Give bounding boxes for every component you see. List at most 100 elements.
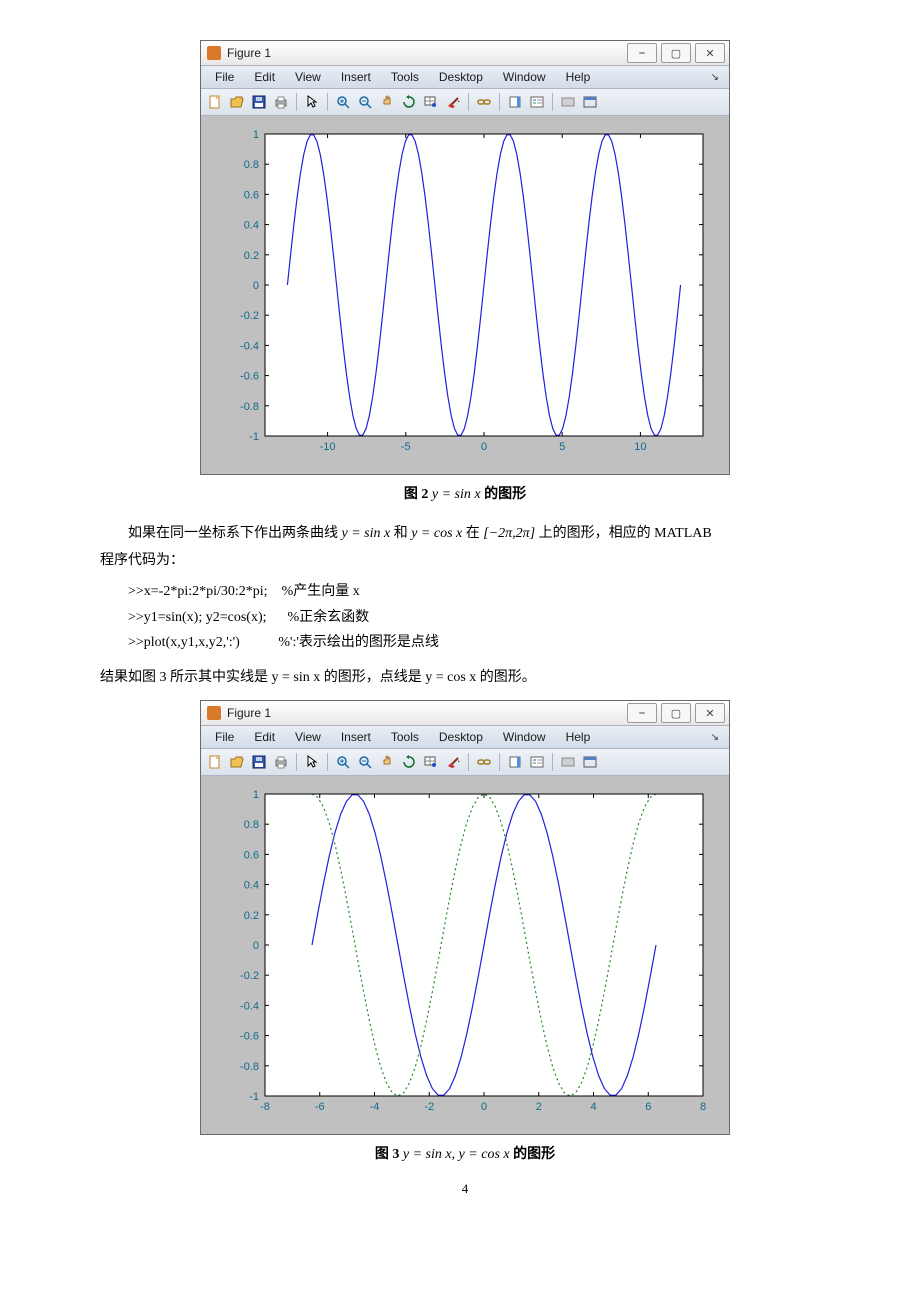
svg-text:0.4: 0.4	[244, 880, 259, 892]
print-icon[interactable]	[271, 92, 291, 112]
window-title: Figure 1	[227, 46, 271, 60]
svg-text:-5: -5	[401, 441, 411, 453]
svg-text:0.8: 0.8	[244, 819, 259, 831]
menu-tools[interactable]: Tools	[381, 70, 429, 84]
menu-desktop[interactable]: Desktop	[429, 70, 493, 84]
menu-help[interactable]: Help	[556, 70, 601, 84]
svg-text:-0.6: -0.6	[240, 1031, 259, 1043]
close-button[interactable]: ✕	[695, 703, 725, 723]
titlebar[interactable]: ◆ Figure 1 ⎯ ▢ ✕	[201, 41, 729, 66]
menu-file[interactable]: File	[205, 730, 244, 744]
svg-text:0.6: 0.6	[244, 189, 259, 201]
menu-view[interactable]: View	[285, 730, 331, 744]
svg-text:-1: -1	[249, 431, 259, 443]
legend-icon[interactable]	[527, 752, 547, 772]
rotate-icon[interactable]	[399, 752, 419, 772]
figure-3-container: ◆ Figure 1 ⎯ ▢ ✕ FileEditViewInsertTools…	[100, 700, 830, 1135]
paragraph-1b: 程序代码为：	[100, 548, 830, 573]
toolbar	[201, 89, 729, 116]
open-file-icon[interactable]	[227, 752, 247, 772]
zoom-in-icon[interactable]	[333, 92, 353, 112]
menubar: FileEditViewInsertToolsDesktopWindowHelp…	[201, 726, 729, 749]
svg-text:10: 10	[634, 441, 646, 453]
save-icon[interactable]	[249, 92, 269, 112]
code-line-3: >>plot(x,y1,x,y2,':') %':'表示绘出的图形是点线	[128, 630, 830, 655]
svg-text:-0.2: -0.2	[240, 310, 259, 322]
svg-text:0.8: 0.8	[244, 159, 259, 171]
link-icon[interactable]	[474, 92, 494, 112]
print-icon[interactable]	[271, 752, 291, 772]
menu-tools[interactable]: Tools	[381, 730, 429, 744]
caption-suffix: 的图形	[484, 487, 526, 502]
menu-window[interactable]: Window	[493, 730, 556, 744]
colorbar-icon[interactable]	[505, 92, 525, 112]
close-button[interactable]: ✕	[695, 43, 725, 63]
dock-icon[interactable]	[580, 752, 600, 772]
p1-t2: 和	[394, 526, 412, 541]
menu-overflow-icon[interactable]: ↘	[711, 732, 725, 743]
dock-icon[interactable]	[580, 92, 600, 112]
toolbar-separator	[327, 93, 328, 111]
titlebar[interactable]: ◆ Figure 1 ⎯ ▢ ✕	[201, 701, 729, 726]
svg-text:5: 5	[559, 441, 565, 453]
toolbar-separator	[499, 753, 500, 771]
svg-text:-0.4: -0.4	[240, 340, 259, 352]
toolbar-separator	[552, 753, 553, 771]
menu-edit[interactable]: Edit	[244, 730, 285, 744]
maximize-button[interactable]: ▢	[661, 703, 691, 723]
menu-help[interactable]: Help	[556, 730, 601, 744]
document-page: ◆ Figure 1 ⎯ ▢ ✕ FileEditViewInsertTools…	[0, 0, 920, 1237]
svg-text:0: 0	[481, 1101, 487, 1113]
svg-text:-4: -4	[370, 1101, 380, 1113]
p2-f1: y = sin x	[272, 670, 324, 685]
zoom-in-icon[interactable]	[333, 752, 353, 772]
new-file-icon[interactable]	[205, 92, 225, 112]
hide-tools-icon[interactable]	[558, 92, 578, 112]
menu-view[interactable]: View	[285, 70, 331, 84]
save-icon[interactable]	[249, 752, 269, 772]
menu-window[interactable]: Window	[493, 70, 556, 84]
svg-text:0.6: 0.6	[244, 850, 259, 862]
new-file-icon[interactable]	[205, 752, 225, 772]
pointer-icon[interactable]	[302, 752, 322, 772]
svg-text:-6: -6	[315, 1101, 325, 1113]
p2-f2: y = cos x	[425, 670, 480, 685]
brush-icon[interactable]	[443, 92, 463, 112]
menu-file[interactable]: File	[205, 70, 244, 84]
toolbar-separator	[296, 93, 297, 111]
p2-t2: 的图形，点线是	[324, 670, 426, 685]
zoom-out-icon[interactable]	[355, 92, 375, 112]
legend-icon[interactable]	[527, 92, 547, 112]
open-file-icon[interactable]	[227, 92, 247, 112]
pointer-icon[interactable]	[302, 92, 322, 112]
svg-text:-0.2: -0.2	[240, 970, 259, 982]
pan-icon[interactable]	[377, 92, 397, 112]
maximize-button[interactable]: ▢	[661, 43, 691, 63]
menu-insert[interactable]: Insert	[331, 730, 381, 744]
p1-f2: y = cos x	[411, 526, 466, 541]
toolbar-separator	[468, 93, 469, 111]
minimize-button[interactable]: ⎯	[627, 703, 657, 723]
svg-text:0: 0	[253, 940, 259, 952]
p1-t1: 如果在同一坐标系下作出两条曲线	[128, 526, 342, 541]
toolbar-separator	[552, 93, 553, 111]
rotate-icon[interactable]	[399, 92, 419, 112]
svg-text:-10: -10	[320, 441, 336, 453]
link-icon[interactable]	[474, 752, 494, 772]
caption-formula: y = sin x, y = cos x	[403, 1147, 513, 1162]
datacursor-icon[interactable]	[421, 752, 441, 772]
menu-insert[interactable]: Insert	[331, 70, 381, 84]
brush-icon[interactable]	[443, 752, 463, 772]
colorbar-icon[interactable]	[505, 752, 525, 772]
caption-prefix: 图 2	[404, 487, 432, 502]
zoom-out-icon[interactable]	[355, 752, 375, 772]
menu-overflow-icon[interactable]: ↘	[711, 72, 725, 83]
svg-text:-0.8: -0.8	[240, 401, 259, 413]
menu-edit[interactable]: Edit	[244, 70, 285, 84]
datacursor-icon[interactable]	[421, 92, 441, 112]
minimize-button[interactable]: ⎯	[627, 43, 657, 63]
hide-tools-icon[interactable]	[558, 752, 578, 772]
matlab-figure-window-1: ◆ Figure 1 ⎯ ▢ ✕ FileEditViewInsertTools…	[200, 40, 730, 475]
menu-desktop[interactable]: Desktop	[429, 730, 493, 744]
pan-icon[interactable]	[377, 752, 397, 772]
